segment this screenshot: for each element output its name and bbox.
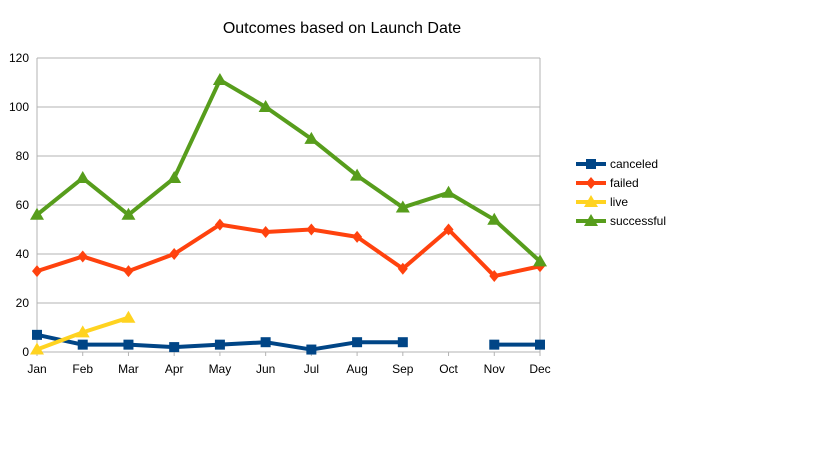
data-point-failed: [443, 223, 454, 236]
data-point-successful: [487, 212, 502, 225]
y-tick-label: 40: [16, 247, 30, 261]
data-point-failed: [32, 265, 42, 278]
data-point-live: [121, 310, 136, 323]
data-point-successful: [350, 168, 365, 181]
x-tick-label: Sep: [392, 362, 414, 376]
x-tick-label: Aug: [346, 362, 367, 376]
x-tick-label: Nov: [484, 362, 505, 376]
legend-marker: [586, 177, 596, 189]
y-tick-label: 0: [22, 345, 29, 359]
legend-label: live: [610, 195, 628, 209]
chart-title: Outcomes based on Launch Date: [223, 20, 461, 37]
legend-label: canceled: [610, 157, 658, 171]
data-point-successful: [30, 207, 44, 220]
x-tick-label: Mar: [118, 362, 139, 376]
x-tick-label: Apr: [165, 362, 184, 376]
data-point-failed: [214, 218, 225, 231]
data-point-successful: [533, 254, 547, 267]
data-point-failed: [489, 270, 500, 283]
data-point-failed: [77, 250, 88, 263]
legend-marker: [584, 195, 598, 207]
data-point-successful: [121, 207, 136, 220]
data-point-canceled: [352, 337, 363, 348]
x-tick-label: Jan: [27, 362, 46, 376]
data-point-canceled: [397, 337, 408, 348]
data-point-canceled: [123, 339, 134, 350]
series-line-failed: [35, 222, 542, 279]
data-point-successful: [395, 200, 410, 213]
data-point-canceled: [535, 339, 545, 350]
data-point-live: [30, 342, 44, 355]
legend: canceled failed live successful: [576, 157, 666, 228]
x-tick-label: Jul: [304, 362, 319, 376]
data-point-canceled: [489, 339, 500, 350]
series-lines: [30, 73, 547, 355]
x-tick-label: Jun: [256, 362, 275, 376]
legend-item-canceled: canceled: [576, 157, 658, 171]
data-point-failed: [123, 265, 134, 278]
data-point-successful: [441, 185, 456, 198]
x-tick-label: Dec: [529, 362, 550, 376]
legend-item-failed: failed: [576, 176, 639, 190]
legend-item-successful: successful: [576, 214, 666, 228]
data-point-successful: [167, 171, 182, 184]
y-tick-label: 20: [16, 296, 30, 310]
x-tick-label: May: [209, 362, 232, 376]
series-canceled: [32, 329, 545, 355]
y-tick-label: 60: [16, 198, 30, 212]
x-tick-label: Oct: [439, 362, 458, 376]
legend-item-live: live: [576, 195, 628, 209]
data-point-canceled: [32, 329, 42, 340]
data-point-live: [75, 325, 90, 338]
data-point-successful: [212, 73, 227, 86]
data-point-successful: [304, 131, 319, 144]
data-point-failed: [260, 225, 271, 238]
series-live: [30, 310, 136, 355]
data-point-canceled: [214, 339, 225, 350]
legend-marker: [586, 159, 596, 169]
data-point-canceled: [306, 344, 317, 355]
gridlines: [37, 57, 540, 353]
data-point-failed: [397, 262, 408, 275]
data-point-failed: [352, 230, 363, 243]
series-successful: [30, 73, 547, 267]
data-point-successful: [75, 171, 90, 184]
data-point-failed: [306, 223, 317, 236]
legend-label: successful: [610, 214, 666, 228]
data-point-canceled: [169, 342, 180, 353]
y-tick-label: 120: [9, 51, 29, 65]
legend-marker: [584, 214, 598, 226]
x-tick-label: Feb: [72, 362, 93, 376]
y-tick-label: 100: [9, 100, 29, 114]
data-point-failed: [169, 248, 180, 260]
data-point-successful: [258, 100, 273, 112]
axes: 0 20 40 60 80 100 120 Jan Feb Mar Apr May Jun Jul Aug S…: [9, 51, 551, 376]
data-point-canceled: [77, 339, 88, 350]
legend-label: failed: [610, 176, 639, 190]
series-line-successful: [35, 78, 542, 264]
y-tick-label: 80: [16, 149, 30, 163]
series-failed: [32, 218, 545, 283]
data-point-canceled: [260, 337, 271, 348]
